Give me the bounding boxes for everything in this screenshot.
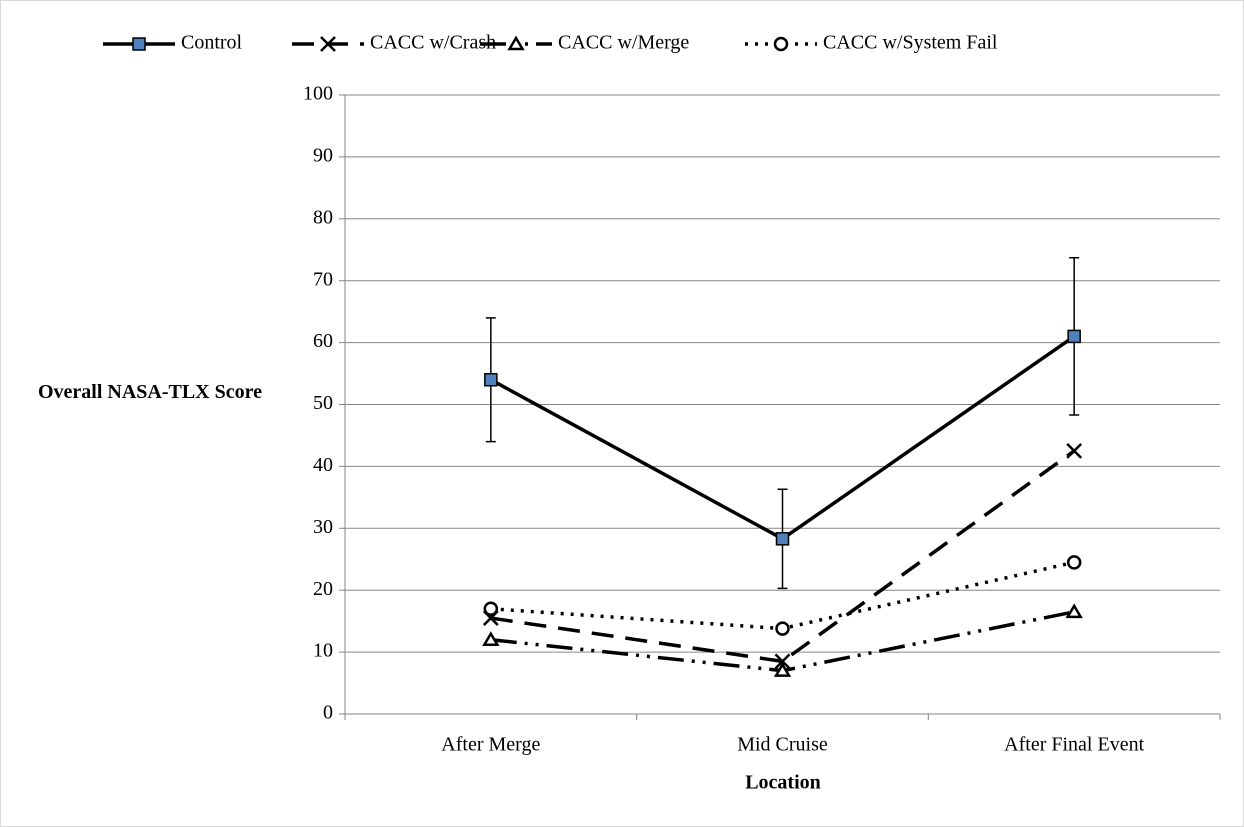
data-point bbox=[1067, 329, 1081, 344]
legend-label: Control bbox=[181, 32, 243, 54]
data-point bbox=[482, 631, 500, 646]
data-point bbox=[484, 372, 498, 387]
legend-marker bbox=[773, 36, 789, 52]
legend-marker bbox=[320, 36, 336, 52]
data-point bbox=[775, 621, 790, 636]
x-axis-title: Location bbox=[745, 772, 821, 794]
y-tick-label: 40 bbox=[313, 454, 333, 476]
data-point bbox=[483, 601, 499, 617]
y-tick-label: 90 bbox=[313, 144, 333, 166]
legend-label: CACC w/Merge bbox=[558, 32, 689, 54]
data-point bbox=[774, 653, 791, 670]
data-point bbox=[1066, 555, 1082, 570]
y-tick-label: 30 bbox=[313, 516, 333, 538]
y-tick-label: 20 bbox=[313, 578, 333, 600]
y-tick-label: 0 bbox=[323, 702, 333, 724]
data-point bbox=[775, 532, 790, 546]
y-tick-label: 60 bbox=[313, 330, 333, 352]
x-tick-label: Mid Cruise bbox=[737, 734, 828, 756]
y-tick-label: 10 bbox=[313, 640, 333, 662]
y-tick-label: 50 bbox=[313, 392, 333, 414]
legend-label: CACC w/Crash bbox=[370, 32, 496, 54]
data-point bbox=[1065, 603, 1083, 619]
x-tick-label: After Final Event bbox=[1004, 734, 1144, 756]
y-axis-title: Overall NASA-TLX Score bbox=[37, 381, 263, 403]
x-tick-label: After Merge bbox=[441, 734, 540, 756]
legend-marker bbox=[132, 37, 146, 51]
data-point bbox=[1066, 443, 1083, 459]
y-tick-label: 80 bbox=[313, 206, 333, 228]
data-point bbox=[773, 662, 792, 677]
y-tick-label: 100 bbox=[303, 83, 333, 105]
legend-label: CACC w/System Fail bbox=[823, 32, 998, 54]
y-tick-label: 70 bbox=[313, 268, 333, 290]
legend-marker bbox=[507, 35, 525, 51]
